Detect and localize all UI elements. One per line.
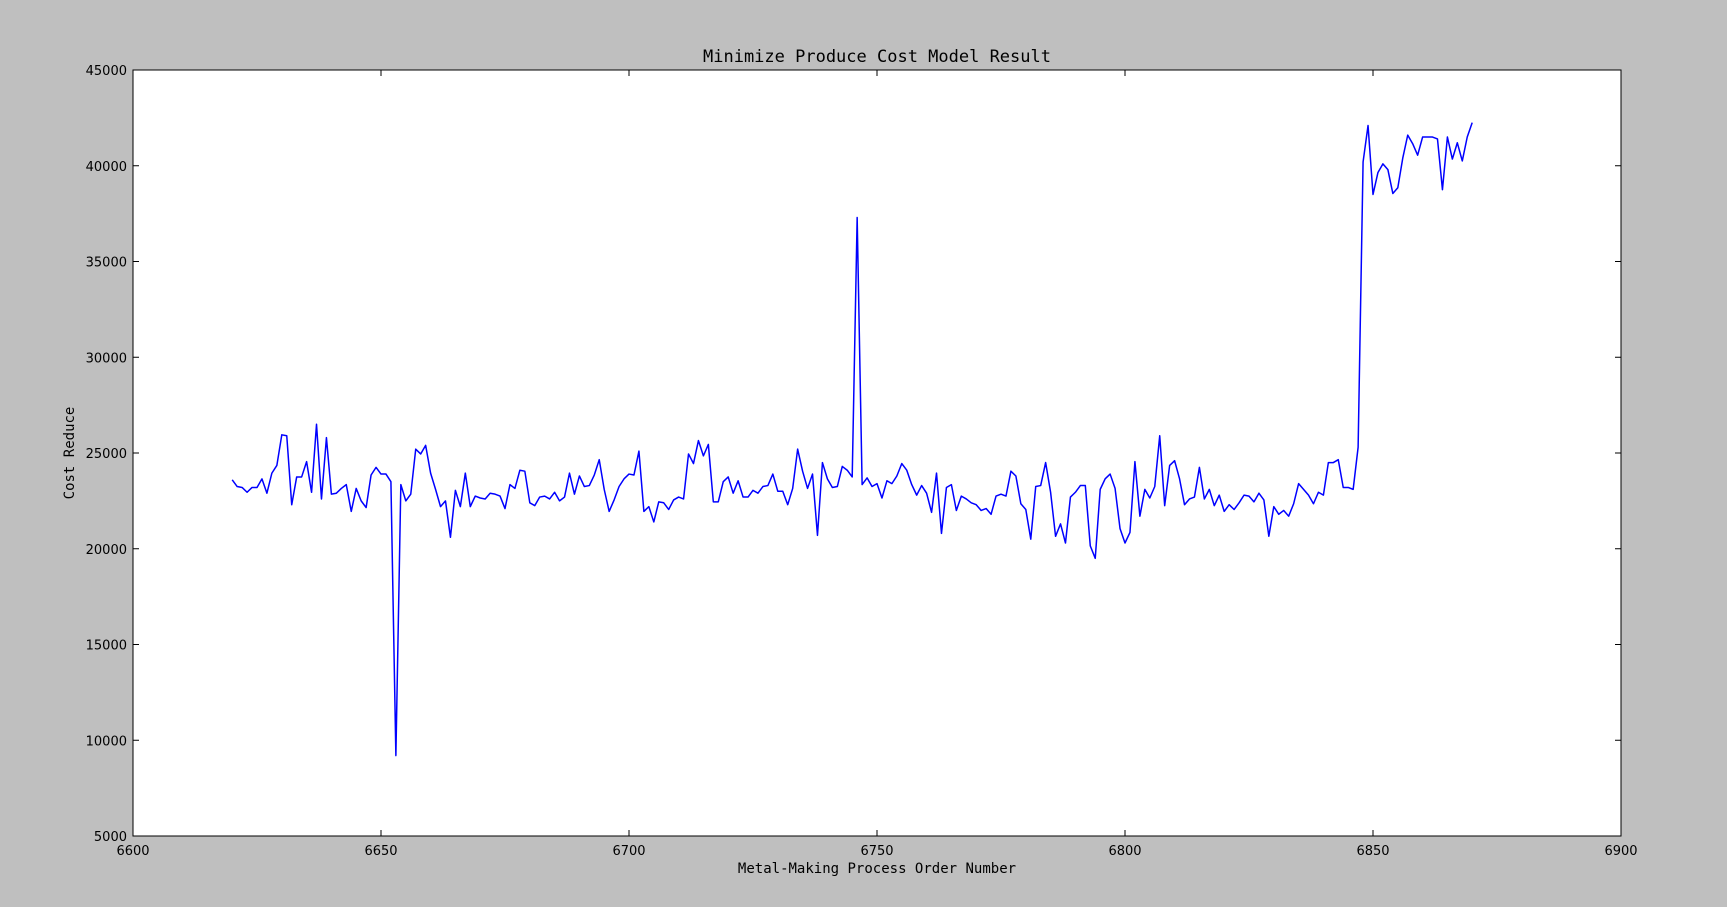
x-tick-label: 6800: [1108, 844, 1141, 859]
y-tick-label: 10000: [86, 734, 127, 749]
y-tick-label: 20000: [86, 543, 127, 558]
series-line-0: [231, 122, 1473, 757]
y-tick-label: 5000: [94, 830, 127, 845]
y-tick-label: 35000: [86, 256, 127, 271]
x-tick-label: 6850: [1356, 844, 1389, 859]
x-tick-label: 6900: [1604, 844, 1637, 859]
axis-ticks: 6600 6650 6700 6750 6800 6850 6900 5000 10000 150…: [86, 64, 1638, 859]
x-tick-label: 6700: [612, 844, 645, 859]
chart-title: Minimize Produce Cost Model Result: [703, 47, 1051, 67]
series-layer: [231, 122, 1473, 757]
plot-area: [132, 69, 1622, 837]
y-tick-label: 45000: [86, 64, 127, 79]
x-tick-label: 6600: [116, 844, 149, 859]
y-tick-label: 30000: [86, 351, 127, 366]
x-axis-label: Metal-Making Process Order Number: [738, 861, 1016, 877]
x-tick-label: 6650: [364, 844, 397, 859]
y-tick-label: 15000: [86, 639, 127, 654]
y-tick-label: 25000: [86, 447, 127, 462]
y-tick-label: 40000: [86, 160, 127, 175]
x-tick-label: 6750: [860, 844, 893, 859]
y-axis-label: Cost Reduce: [62, 407, 78, 500]
